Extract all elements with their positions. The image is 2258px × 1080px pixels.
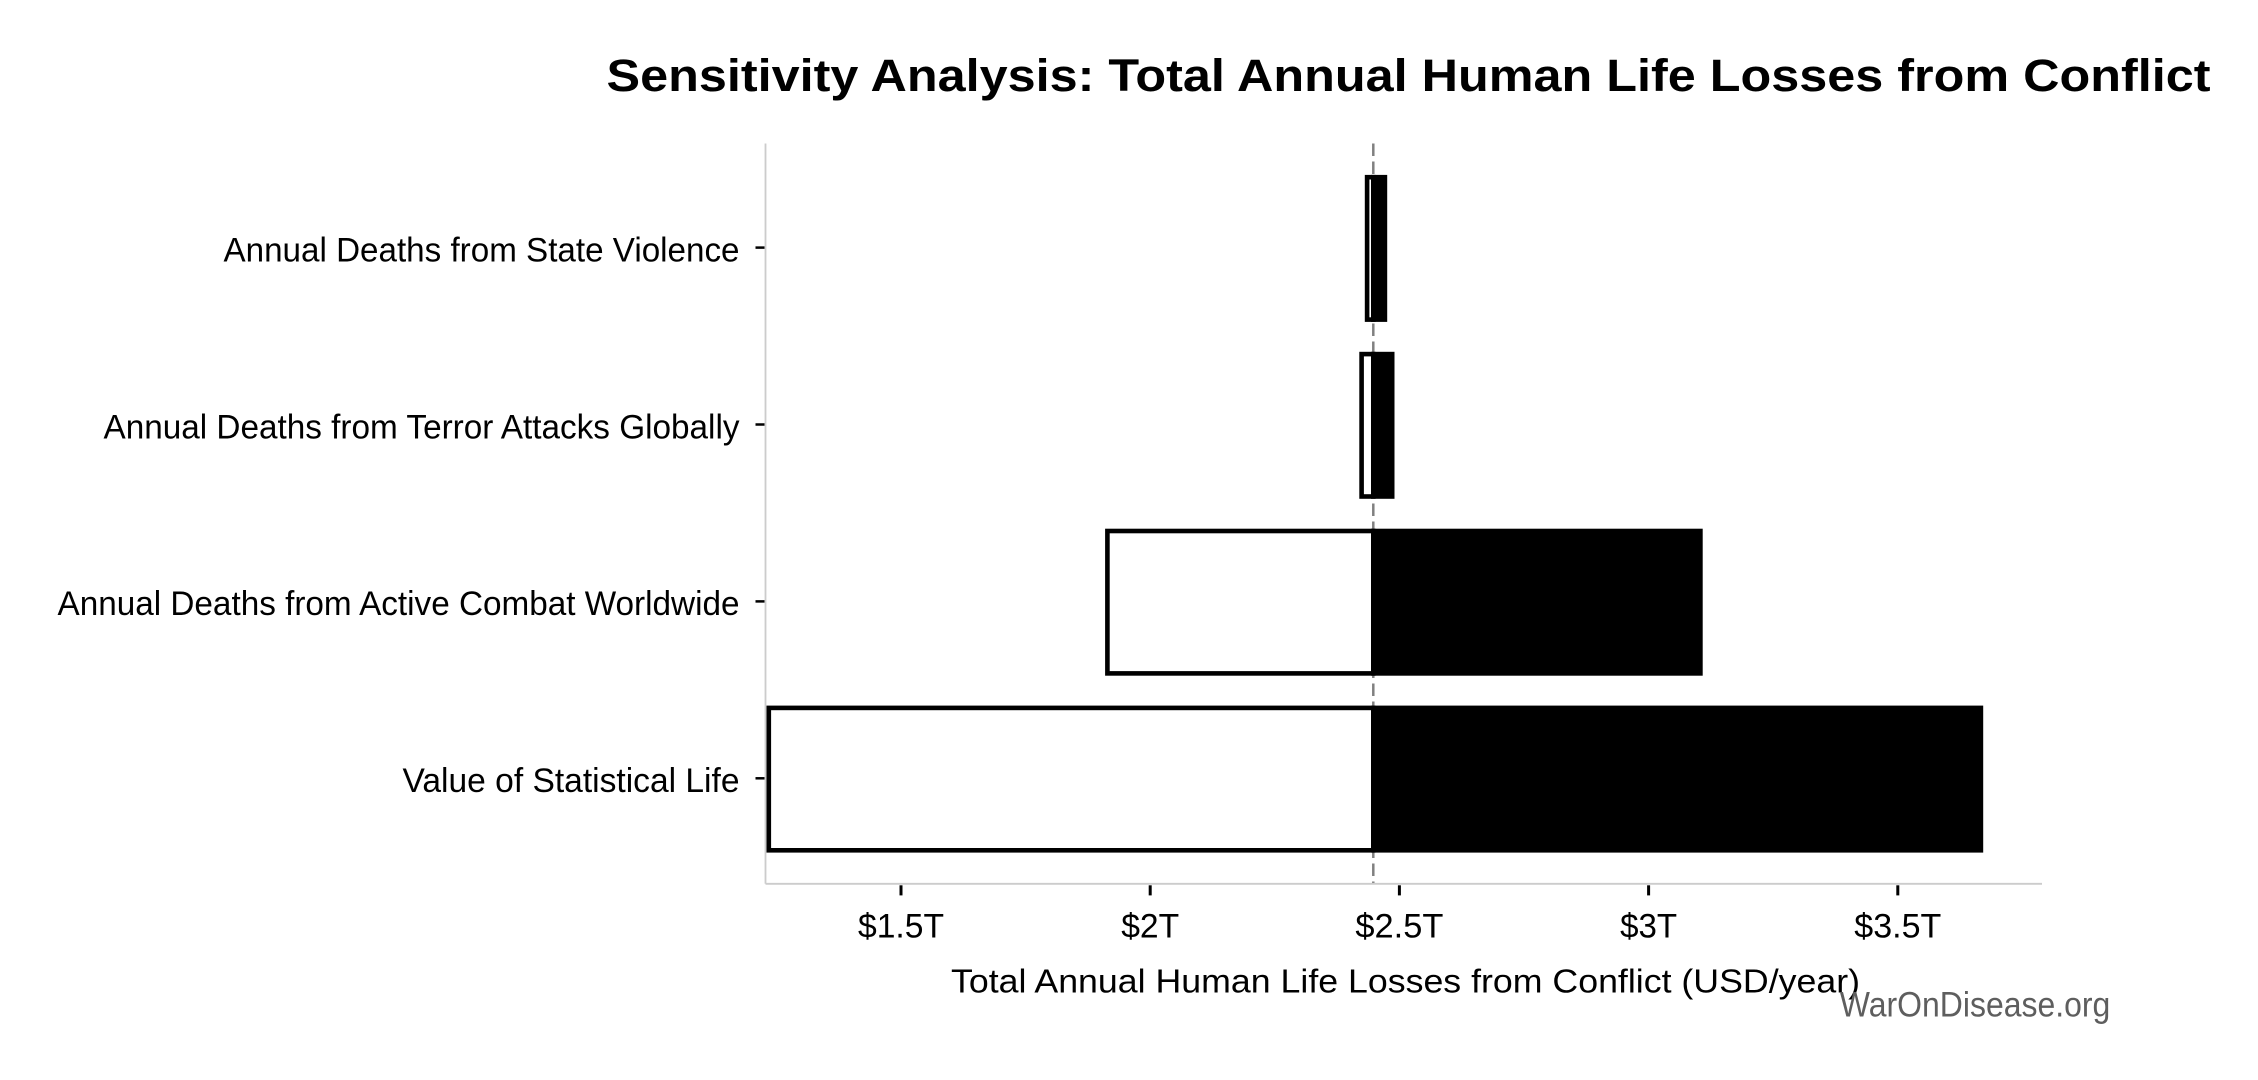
- svg-text:$1.5T: $1.5T: [858, 908, 944, 946]
- svg-text:Total Annual Human Life Losses: Total Annual Human Life Losses from Conf…: [951, 962, 1860, 999]
- svg-text:$2.5T: $2.5T: [1355, 908, 1443, 946]
- svg-text:Annual Deaths from Active Comb: Annual Deaths from Active Combat Worldwi…: [58, 585, 740, 623]
- svg-text:Annual Deaths from Terror Atta: Annual Deaths from Terror Attacks Global…: [104, 408, 740, 446]
- svg-text:Sensitivity Analysis: Total An: Sensitivity Analysis: Total Annual Human…: [607, 50, 2211, 101]
- svg-text:Value of Statistical Life: Value of Statistical Life: [403, 762, 740, 800]
- svg-text:Annual Deaths from State Viole: Annual Deaths from State Violence: [224, 231, 740, 269]
- svg-text:WarOnDisease.org: WarOnDisease.org: [1840, 986, 2111, 1025]
- svg-text:$2T: $2T: [1121, 908, 1179, 946]
- svg-text:$3.5T: $3.5T: [1854, 908, 1941, 946]
- svg-text:$3T: $3T: [1620, 908, 1677, 946]
